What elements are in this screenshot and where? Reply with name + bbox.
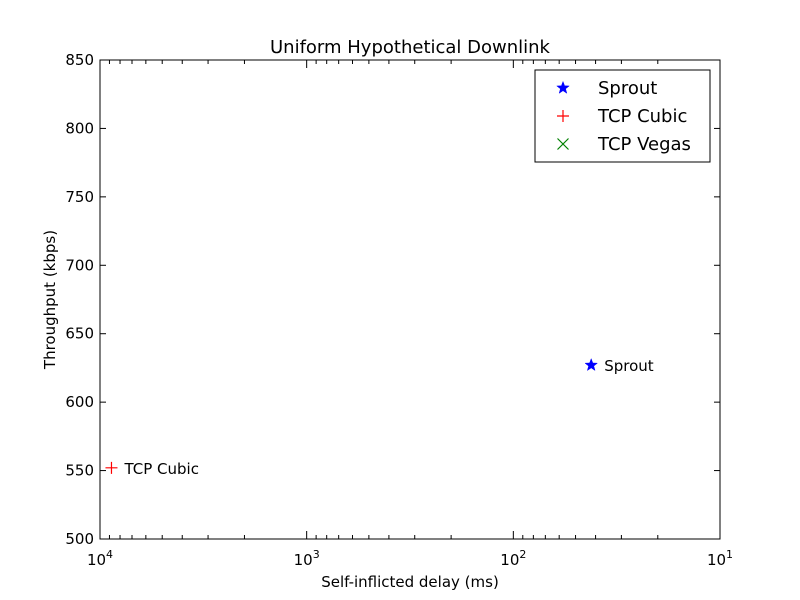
axis-ticks	[99, 59, 721, 540]
y-tick-label: 550	[65, 462, 94, 480]
point-label: TCP Cubic	[123, 460, 198, 478]
x-tick-label-exponent: 3	[313, 548, 320, 561]
y-tick-label: 650	[65, 325, 94, 343]
y-tick-label: 500	[65, 530, 94, 548]
data-point-star	[584, 357, 599, 372]
x-tick-label-base: 10	[707, 551, 726, 569]
chart-title: Uniform Hypothetical Downlink	[270, 37, 551, 58]
plot-frame	[99, 59, 721, 540]
legend-marker-plus	[557, 110, 569, 122]
x-tick-label-exponent: 1	[726, 548, 733, 561]
x-tick-label: 102	[500, 548, 526, 569]
legend-marker-x	[557, 138, 569, 150]
y-tick-label: 800	[65, 119, 94, 137]
data-points: Sprout TCP Cubic	[105, 357, 654, 478]
x-axis-label: Self-inflicted delay (ms)	[321, 573, 499, 591]
x-tick-label: 103	[294, 548, 320, 569]
data-point-plus	[105, 461, 118, 474]
legend-label: TCP Cubic	[597, 106, 687, 127]
legend-label: Sprout	[598, 78, 657, 99]
y-tick-label: 850	[65, 51, 94, 69]
x-tick-label-exponent: 4	[106, 548, 113, 561]
legend: Sprout TCP Cubic TCP Vegas	[534, 69, 711, 163]
x-tick-label-base: 10	[87, 551, 106, 569]
legend-label: TCP Vegas	[597, 134, 691, 155]
x-tick-label-base: 10	[294, 551, 313, 569]
y-tick-label: 700	[65, 256, 94, 274]
point-label: Sprout	[604, 357, 654, 375]
x-tick-label-exponent: 2	[519, 548, 526, 561]
x-tick-label: 101	[707, 548, 733, 569]
x-tick-label: 104	[87, 548, 113, 569]
y-tick-label: 600	[65, 393, 94, 411]
x-tick-label-base: 10	[500, 551, 519, 569]
y-tick-label: 750	[65, 188, 94, 206]
y-axis-label: Throughput (kbps)	[41, 230, 59, 370]
legend-marker-star	[556, 80, 570, 94]
